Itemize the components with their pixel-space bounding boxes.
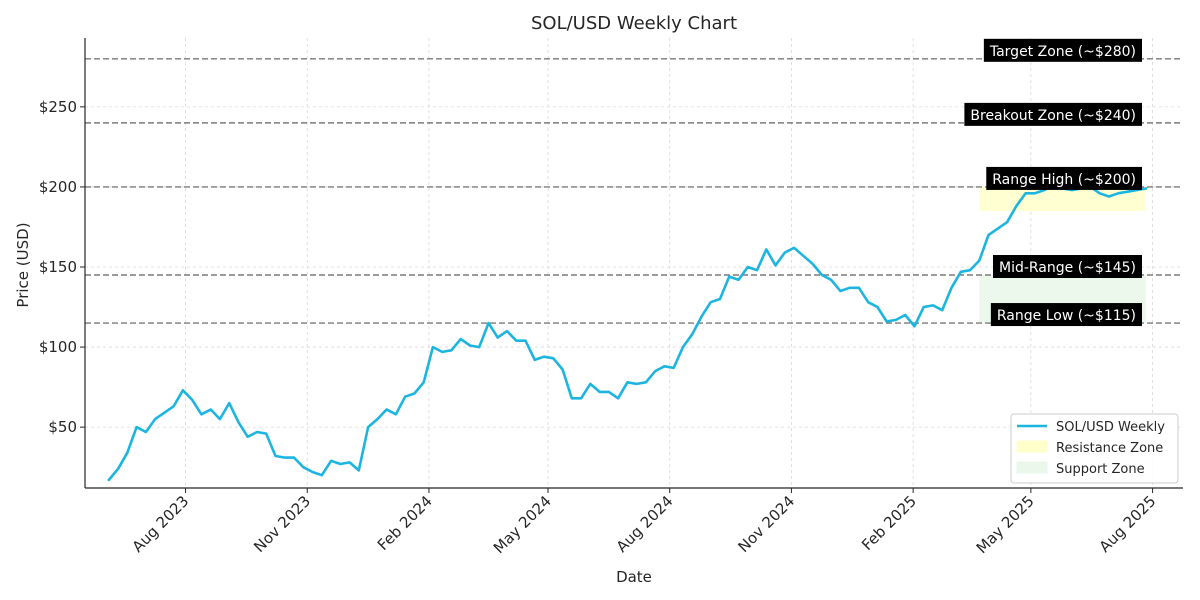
level-label: Mid-Range (~$145) [992, 255, 1142, 279]
y-tick-label: $150 [39, 258, 77, 276]
x-tick-labels: Aug 2023 Nov 2023 Feb 2024 May 2024 Aug 2024… [129, 488, 1160, 557]
legend: SOL/USD Weekly Resistance Zone Support Zon… [1010, 413, 1179, 484]
x-tick-label: May 2025 [973, 492, 1038, 557]
level-label-text: Mid-Range (~$145) [999, 260, 1136, 276]
x-tick-label: Aug 2025 [1096, 492, 1160, 556]
x-tick-label: Feb 2025 [858, 492, 920, 554]
x-tick-label: Aug 2023 [129, 492, 193, 556]
x-axis-label: Date [616, 568, 652, 586]
legend-item-resistance-zone: Resistance Zone [1056, 441, 1163, 456]
series-lines [107, 184, 1148, 482]
y-tick-label: $100 [39, 338, 77, 356]
x-tick-label: Nov 2024 [734, 492, 798, 556]
level-label-text: Target Zone (~$280) [989, 44, 1136, 60]
level-label: Range Low (~$115) [990, 303, 1142, 327]
level-label-box [992, 255, 1142, 279]
legend-item-sol-usd-weekly: SOL/USD Weekly [1056, 420, 1165, 435]
level-label: Target Zone (~$280) [983, 38, 1142, 62]
y-tick-label: $250 [39, 98, 77, 116]
x-tick-label: Aug 2024 [613, 492, 677, 556]
x-tick-label: Feb 2024 [374, 492, 436, 554]
chart-title: SOL/USD Weekly Chart [531, 13, 737, 34]
series-line [107, 184, 1148, 482]
level-label-text: Range Low (~$115) [997, 308, 1136, 324]
legend-item-support-zone: Support Zone [1056, 462, 1145, 477]
level-label-box [964, 102, 1142, 126]
level-label-box [990, 303, 1142, 327]
level-label: Breakout Zone (~$240) [964, 102, 1142, 126]
y-tick-label: $50 [48, 418, 77, 436]
level-label-box [983, 38, 1142, 62]
y-tick-labels: $50 $100 $150 $200 $250 [39, 98, 85, 436]
legend-swatch [1016, 440, 1048, 453]
x-tick-label: Nov 2023 [250, 492, 314, 556]
level-labels: Target Zone (~$280) Breakout Zone (~$240)… [964, 38, 1142, 327]
zones [979, 186, 1146, 324]
level-label-text: Breakout Zone (~$240) [970, 108, 1136, 124]
level-label-text: Range High (~$200) [992, 172, 1136, 188]
resistance-zone [979, 186, 1146, 211]
y-axis-label: Price (USD) [14, 222, 32, 307]
axes [84, 38, 1183, 489]
legend-swatch [1016, 461, 1048, 474]
x-tick-label: May 2024 [490, 492, 555, 557]
level-label: Range High (~$200) [986, 166, 1142, 190]
level-label-box [986, 166, 1142, 190]
y-tick-label: $200 [39, 178, 77, 196]
legend-frame [1010, 413, 1179, 484]
